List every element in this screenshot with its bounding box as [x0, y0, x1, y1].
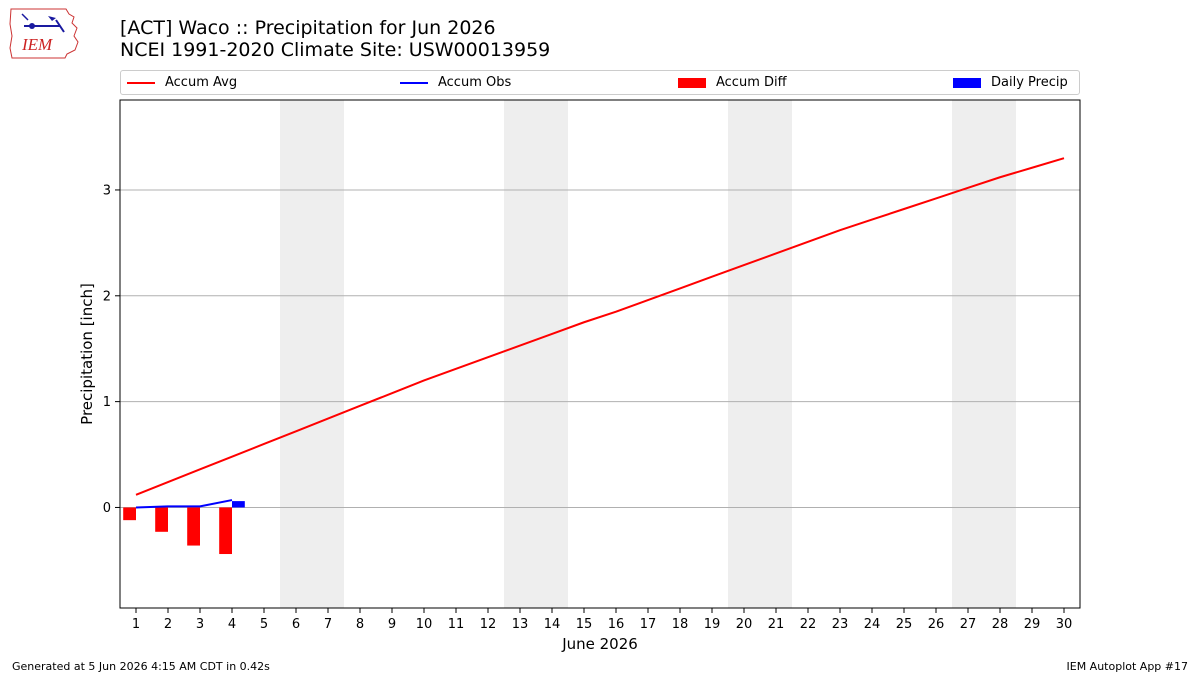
legend-item-daily-precip: Daily Precip — [953, 71, 1068, 94]
x-tick-label-2: 2 — [164, 617, 172, 632]
x-tick-label-18: 18 — [672, 617, 689, 632]
lines — [135, 157, 1065, 509]
legend: Accum Avg Accum Obs Accum Diff Daily Pre… — [120, 70, 1080, 95]
weekend-shade-day-28 — [984, 100, 1016, 608]
legend-label-accum-obs: Accum Obs — [438, 75, 512, 90]
iem-logo: IEM — [8, 6, 80, 60]
plot-frame — [119, 99, 1081, 609]
x-tick-label-27: 27 — [960, 617, 977, 632]
legend-item-accum-obs: Accum Obs — [400, 71, 511, 94]
line-accum-avg — [135, 157, 1065, 496]
x-tick-label-22: 22 — [800, 617, 817, 632]
y-tick-label-3: 3 — [103, 183, 111, 198]
bar-daily-precip-4 — [232, 501, 245, 508]
y-tick-label-2: 2 — [103, 289, 111, 304]
x-tick-label-20: 20 — [736, 617, 753, 632]
line-accum-obs — [135, 499, 233, 509]
legend-swatch-accum-obs — [400, 81, 428, 84]
x-tick-label-7: 7 — [324, 617, 332, 632]
generated-timestamp: Generated at 5 Jun 2026 4:15 AM CDT in 0… — [12, 660, 270, 673]
x-tick-label-3: 3 — [196, 617, 204, 632]
weekend-shade-day-13 — [504, 100, 536, 608]
bar-accum-diff-1 — [123, 507, 136, 521]
legend-swatch-accum-avg — [127, 81, 155, 84]
svg-text:IEM: IEM — [21, 35, 53, 54]
weekend-shade-day-21 — [760, 100, 792, 608]
x-tick-label-23: 23 — [832, 617, 849, 632]
chart-subtitle: NCEI 1991-2020 Climate Site: USW00013959 — [120, 39, 551, 61]
iowa-map-icon: IEM — [9, 8, 79, 59]
x-tick-label-12: 12 — [480, 617, 497, 632]
legend-label-daily-precip: Daily Precip — [991, 75, 1068, 90]
x-tick-label-11: 11 — [448, 617, 465, 632]
legend-swatch-accum-diff — [678, 77, 706, 88]
x-tick-label-30: 30 — [1056, 617, 1073, 632]
x-tick-label-5: 5 — [260, 617, 268, 632]
x-tick-label-1: 1 — [132, 617, 140, 632]
x-tick-label-15: 15 — [576, 617, 593, 632]
legend-label-accum-diff: Accum Diff — [716, 75, 787, 90]
weekend-shade-day-7 — [312, 100, 344, 608]
x-axis-label: June 2026 — [561, 635, 638, 653]
x-tick-label-14: 14 — [544, 617, 561, 632]
y-axis-label: Precipitation [inch] — [78, 283, 96, 425]
x-tick-label-24: 24 — [864, 617, 881, 632]
weekend-shade-day-20 — [728, 100, 760, 608]
weekend-shade-day-27 — [952, 100, 984, 608]
bars — [123, 501, 245, 555]
legend-label-accum-avg: Accum Avg — [165, 75, 238, 90]
x-tick-label-16: 16 — [608, 617, 625, 632]
legend-item-accum-diff: Accum Diff — [678, 71, 787, 94]
x-tick-label-9: 9 — [388, 617, 396, 632]
x-tick-label-4: 4 — [228, 617, 236, 632]
weekend-shade-day-6 — [280, 100, 312, 608]
x-tick-label-19: 19 — [704, 617, 721, 632]
x-tick-label-29: 29 — [1024, 617, 1041, 632]
weekend-shade-day-14 — [536, 100, 568, 608]
y-axis-ticks: 0 1 2 3 — [103, 183, 120, 516]
x-tick-label-10: 10 — [416, 617, 433, 632]
bar-accum-diff-2 — [155, 507, 168, 532]
chart-title: [ACT] Waco :: Precipitation for Jun 2026 — [120, 17, 496, 39]
bar-accum-diff-3 — [187, 507, 200, 546]
x-tick-label-26: 26 — [928, 617, 945, 632]
x-tick-label-8: 8 — [356, 617, 364, 632]
x-tick-label-6: 6 — [292, 617, 300, 632]
y-tick-label-0: 0 — [103, 501, 111, 516]
legend-item-accum-avg: Accum Avg — [127, 71, 237, 94]
x-axis-ticks: 1 2 3 4 5 6 7 8 9 10 11 12 13 14 15 16 17 18 19 20 21 22 23 24 2… — [132, 608, 1072, 632]
legend-swatch-daily-precip — [953, 77, 981, 88]
gridlines — [120, 189, 1080, 508]
x-tick-label-21: 21 — [768, 617, 785, 632]
x-tick-label-25: 25 — [896, 617, 913, 632]
weekend-shading — [280, 100, 1016, 608]
x-tick-label-13: 13 — [512, 617, 529, 632]
bar-accum-diff-4 — [219, 507, 232, 555]
x-tick-label-17: 17 — [640, 617, 657, 632]
y-tick-label-1: 1 — [103, 395, 111, 410]
app-credit: IEM Autoplot App #17 — [1066, 660, 1189, 673]
x-tick-label-28: 28 — [992, 617, 1009, 632]
